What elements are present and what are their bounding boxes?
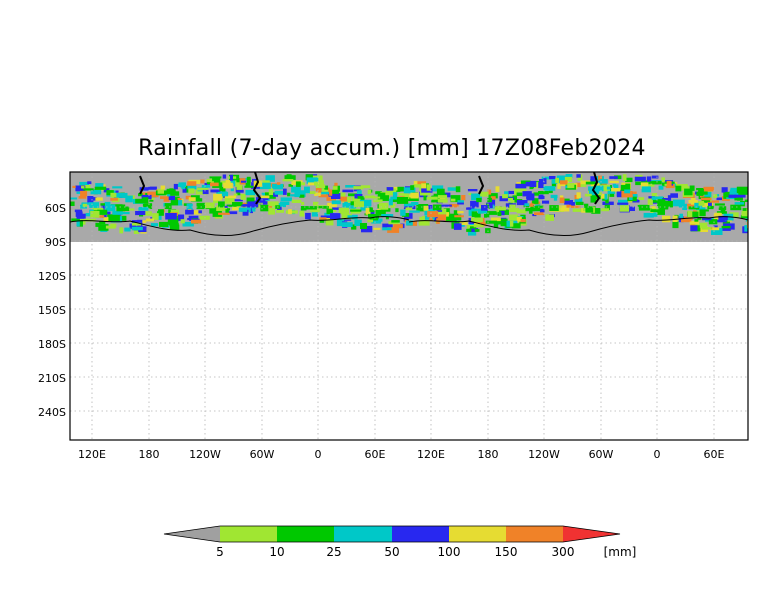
colorbar-label: 150 (495, 545, 518, 559)
lon-label: 60W (589, 448, 614, 461)
colorbar-segment (220, 526, 277, 542)
gridlines (70, 172, 748, 440)
lon-label: 120E (78, 448, 106, 461)
colorbar-segment (277, 526, 334, 542)
lon-label: 0 (315, 448, 322, 461)
lon-label: 0 (654, 448, 661, 461)
map-title: Rainfall (7-day accum.) [mm] 17Z08Feb202… (138, 136, 646, 161)
colorbar-segment (449, 526, 506, 542)
colorbar-segment (392, 526, 449, 542)
lat-label-90s: 90S (45, 236, 66, 249)
lon-label: 120W (528, 448, 560, 461)
lat-label-150s: 150S (38, 304, 66, 317)
lon-label: 60E (365, 448, 386, 461)
colorbar-unit: [mm] (604, 545, 637, 559)
colorbar-label: 50 (384, 545, 399, 559)
lat-label-120s: 120S (38, 270, 66, 283)
colorbar-label: 100 (438, 545, 461, 559)
colorbar-label: 5 (216, 545, 224, 559)
lon-label: 180 (139, 448, 160, 461)
lon-label: 60E (704, 448, 725, 461)
lon-label: 120E (417, 448, 445, 461)
lat-label-180s: 180S (38, 338, 66, 351)
plot-frame (69, 171, 749, 441)
longitude-labels: 120E 180 120W 60W 0 60E 120E 180 120W 60… (78, 448, 724, 461)
colorbar-segment (506, 526, 563, 542)
colorbar-label: 300 (552, 545, 575, 559)
rainfall-band (70, 172, 748, 242)
lat-label-210s: 210S (38, 372, 66, 385)
colorbar-label: 25 (326, 545, 341, 559)
colorbar-segment (334, 526, 392, 542)
lat-label-240s: 240S (38, 406, 66, 419)
lon-label: 60W (250, 448, 275, 461)
lat-label-60s: 60S (45, 202, 66, 215)
lon-label: 120W (189, 448, 221, 461)
colorbar-under-triangle (164, 526, 220, 542)
lon-label: 180 (478, 448, 499, 461)
coastline (70, 172, 748, 237)
colorbar-over-triangle (563, 526, 620, 542)
colorbar-label: 10 (269, 545, 284, 559)
colorbar: 5 10 25 50 100 150 300 [mm] (163, 525, 637, 559)
latitude-labels: 60S 90S 120S 150S 180S 210S 240S (38, 202, 66, 419)
